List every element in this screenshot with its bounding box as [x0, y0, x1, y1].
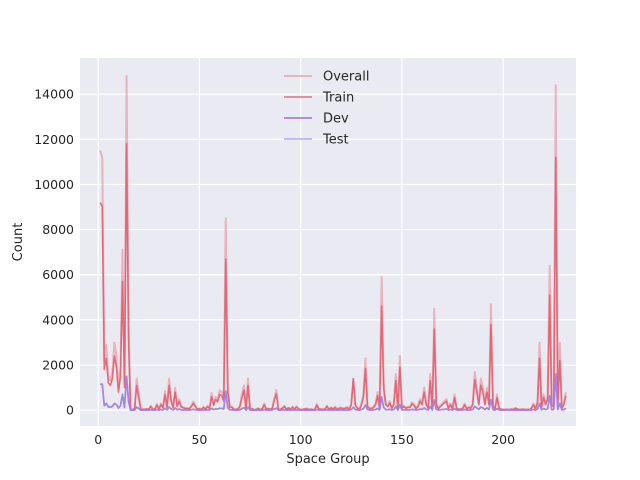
x-axis-label: Space Group — [286, 452, 369, 467]
legend: Overall Train Dev Test — [284, 70, 369, 148]
y-tick-label: 4000 — [42, 312, 74, 327]
x-tick-label: 200 — [491, 432, 515, 447]
x-tick-label: 50 — [191, 432, 207, 447]
x-tick-label: 100 — [289, 432, 313, 447]
x-axis-ticks: 0 50 100 150 200 — [94, 432, 515, 447]
legend-label: Overall — [323, 70, 369, 85]
y-tick-label: 14000 — [34, 87, 74, 102]
legend-label: Test — [322, 133, 349, 148]
x-tick-label: 150 — [390, 432, 414, 447]
series-lines — [99, 75, 567, 412]
legend-label: Train — [322, 91, 354, 106]
legend-label: Dev — [323, 112, 349, 127]
series-line-train — [99, 142, 567, 411]
y-tick-label: 12000 — [34, 132, 74, 147]
y-tick-label: 0 — [66, 403, 74, 418]
x-tick-label: 0 — [94, 432, 102, 447]
y-tick-label: 6000 — [42, 267, 74, 282]
y-tick-label: 8000 — [42, 222, 74, 237]
y-axis-ticks: 0 2000 4000 6000 8000 10000 12000 14000 — [34, 87, 74, 418]
y-tick-label: 10000 — [34, 177, 74, 192]
y-axis-label: Count — [11, 223, 26, 262]
y-tick-label: 2000 — [42, 358, 74, 373]
series-line-test — [100, 373, 567, 411]
